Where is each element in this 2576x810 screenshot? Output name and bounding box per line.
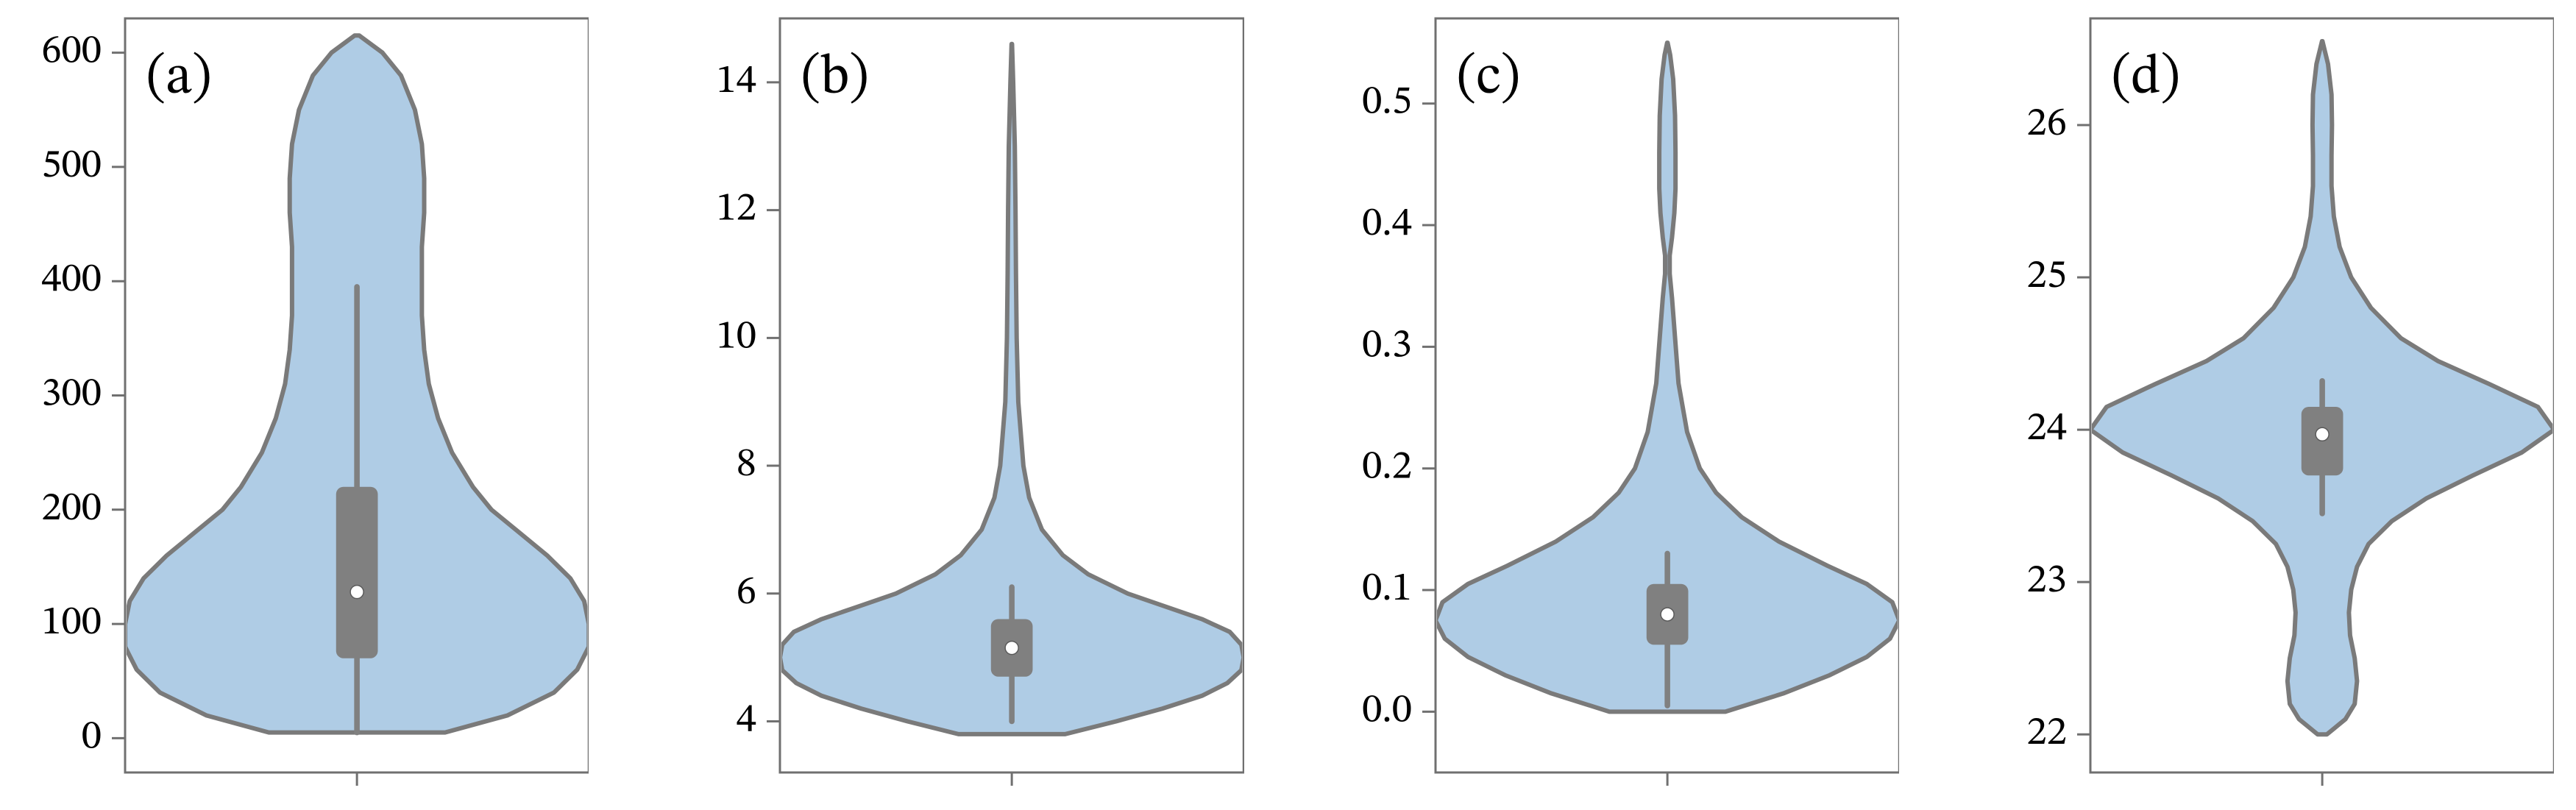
ytick-label: 22 bbox=[2026, 714, 2066, 754]
ytick-label: 8 bbox=[737, 445, 756, 486]
panel-label: (b) bbox=[801, 51, 870, 106]
ytick-label: 6 bbox=[737, 573, 756, 614]
ytick-label: 12 bbox=[717, 190, 756, 230]
ytick-label: 14 bbox=[717, 62, 756, 102]
panel-d: 22 23 24 25 26 (d) bbox=[1965, 0, 2554, 810]
ytick-label: 200 bbox=[41, 489, 102, 530]
ytick-label: 0.3 bbox=[1362, 326, 1412, 366]
ytick-label: 100 bbox=[41, 603, 102, 644]
ytick-label: 0 bbox=[82, 717, 102, 758]
panel-c: 0.0 0.1 0.2 0.3 0.4 0.5 (c) bbox=[1310, 0, 1899, 810]
ytick-label: 25 bbox=[2026, 257, 2066, 297]
ytick-label: 0.5 bbox=[1362, 83, 1412, 124]
ytick-label: 24 bbox=[2026, 409, 2066, 450]
ytick-label: 4 bbox=[737, 701, 756, 742]
ytick-label: 400 bbox=[41, 260, 102, 301]
ytick-label: 500 bbox=[41, 146, 102, 187]
ytick-label: 0.1 bbox=[1362, 569, 1412, 610]
panel-a: 0 100 200 300 400 500 600 (a) bbox=[0, 0, 589, 810]
panel-b: 4 6 8 10 12 14 (b) bbox=[655, 0, 1243, 810]
violin-figure: 0 100 200 300 400 500 600 (a) 4 6 8 10 12 14 (b) 0.0 0.1… bbox=[0, 0, 2576, 810]
ytick-label: 600 bbox=[41, 32, 102, 73]
panel-label: (d) bbox=[2111, 51, 2180, 106]
ytick-label: 0.2 bbox=[1362, 448, 1412, 489]
panel-label: (c) bbox=[1456, 51, 1520, 106]
ytick-label: 26 bbox=[2026, 104, 2066, 145]
ytick-label: 10 bbox=[717, 317, 756, 358]
ytick-label: 23 bbox=[2026, 561, 2066, 602]
ytick-label: 300 bbox=[41, 375, 102, 416]
panel-label: (a) bbox=[146, 51, 212, 106]
ytick-label: 0.4 bbox=[1362, 205, 1412, 245]
ytick-label: 0.0 bbox=[1362, 691, 1412, 731]
